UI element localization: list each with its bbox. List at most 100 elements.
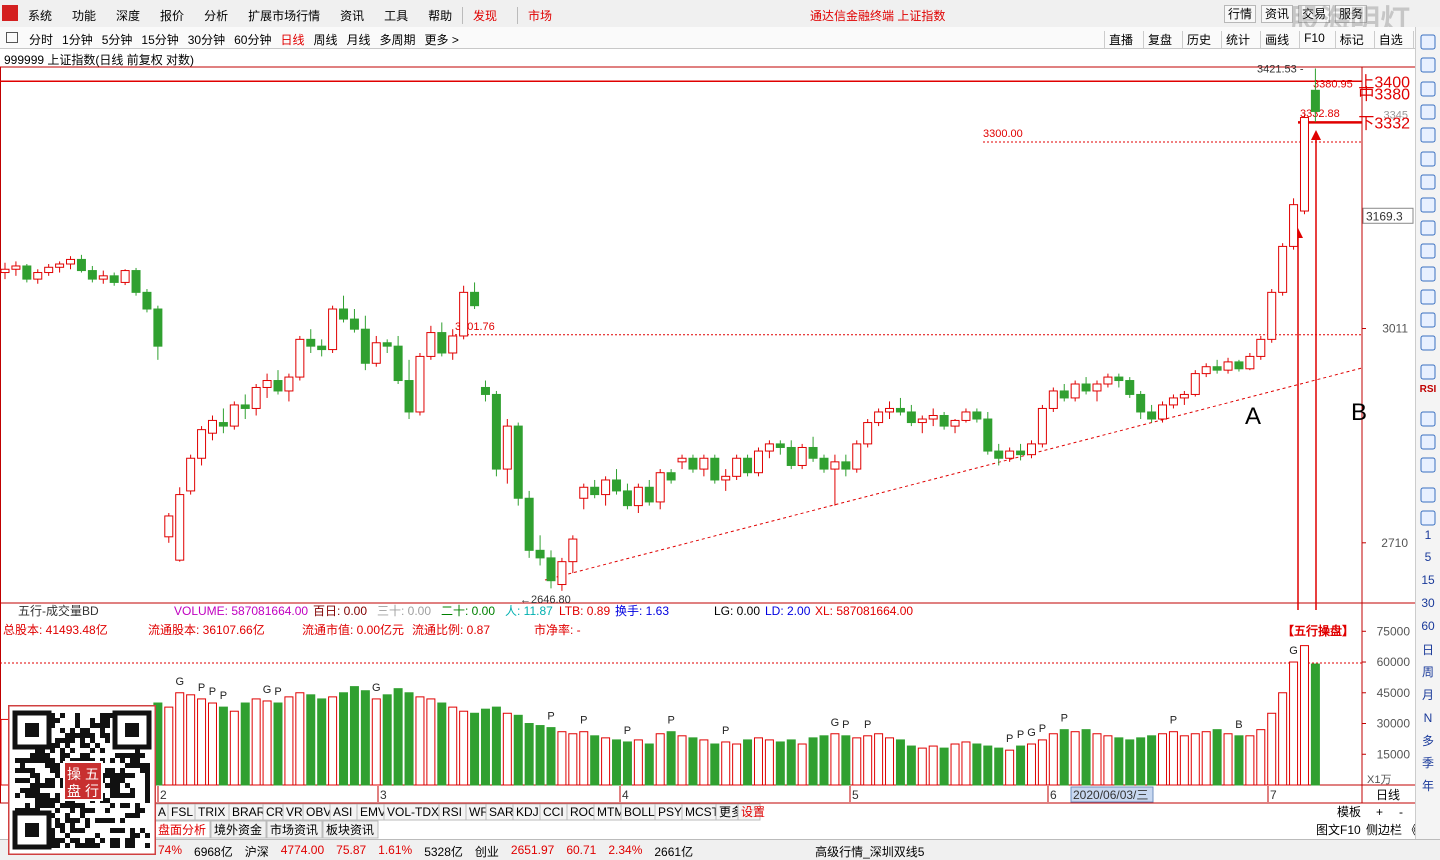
menu-item[interactable]: 工具 (384, 9, 409, 23)
status-item: 高级行情_深圳双线5 (815, 845, 925, 859)
date-box (1070, 786, 1154, 803)
period-tab[interactable]: 30分钟 (187, 33, 226, 47)
menu-tab[interactable]: 发现 (462, 7, 497, 24)
period-tab[interactable]: 日线 (280, 33, 305, 47)
menu-item[interactable]: 帮助 (428, 9, 453, 23)
tool-button[interactable]: 自选 (1373, 31, 1403, 48)
menu-item[interactable]: 深度 (116, 9, 141, 23)
qr-cell (110, 768, 115, 773)
candle-body (677, 457, 687, 463)
volume-marker: P (580, 715, 587, 727)
volume-bar (328, 696, 338, 786)
toggle-icon[interactable] (6, 32, 18, 43)
volume-bar (371, 698, 381, 786)
qr-cell (60, 778, 65, 783)
level-label: 上3400 (1358, 73, 1410, 91)
period-tabs: 分时 1分钟 5分钟 15分钟 30分钟 60分钟 日线 周线 月线 多周期 更多 > (29, 31, 459, 48)
qr-code: 操五盘行 (8, 705, 156, 855)
volume-bar (1310, 663, 1320, 786)
qr-cell (145, 788, 150, 793)
volume-stat: LG: 0.00 (714, 604, 760, 618)
qr-cell (120, 818, 125, 823)
y-tick-label: 60000 (1377, 655, 1411, 669)
qr-cell (15, 758, 20, 763)
qr-cell (65, 813, 70, 818)
qr-cell (130, 828, 135, 833)
qr-cell (65, 843, 70, 848)
volume-bar (1245, 735, 1255, 786)
volume-bar (852, 737, 862, 786)
qr-cell (140, 808, 145, 813)
security-label: 999999 上证指数(日线 前复权 对数) (4, 53, 195, 67)
qr-cell (60, 753, 65, 758)
qr-cell (35, 778, 40, 783)
menu-button[interactable]: 交易 (1298, 5, 1331, 23)
sub-tab-label: 板块资讯 (326, 823, 374, 837)
period-tab[interactable]: 多周期 (379, 33, 416, 47)
menu-tab[interactable]: 市场 (517, 7, 552, 24)
volume-bar (1223, 733, 1233, 786)
sidebar: RSI 1 5 15 30 60 日周月 N 多季年 (1415, 27, 1440, 839)
period-tab[interactable]: 5分钟 (101, 33, 133, 47)
volume-bar (601, 737, 611, 786)
qr-cell (85, 843, 90, 848)
volume-bar (306, 694, 316, 786)
candle-body (775, 443, 785, 448)
tool-button[interactable]: 历史 (1182, 31, 1211, 48)
volume-bar (207, 702, 217, 786)
menu-button[interactable]: 资讯 (1261, 5, 1294, 23)
sidebar-label: N (1424, 711, 1433, 725)
qr-cell (125, 813, 130, 818)
qr-cell (145, 778, 150, 783)
volume-marker: G (831, 717, 840, 729)
axis-mark: 3345 (1384, 109, 1408, 121)
menu-button[interactable]: 行情 (1224, 5, 1257, 23)
tool-button[interactable]: 统计 (1221, 31, 1250, 48)
volume-marker: P (220, 690, 227, 702)
tool-button[interactable]: 画线 (1260, 31, 1289, 48)
candle-body (601, 479, 611, 496)
period-tab[interactable]: 分时 (29, 33, 54, 47)
qr-cell (80, 808, 85, 813)
tool-button[interactable]: 标记 (1334, 31, 1364, 48)
menu-item[interactable]: 报价 (160, 9, 185, 23)
menu-item[interactable]: 系统 (28, 9, 53, 23)
menu-item[interactable]: 分析 (204, 9, 229, 23)
candle-body (524, 497, 534, 551)
qr-cell (135, 753, 140, 758)
volume-bar (502, 712, 512, 786)
tool-button[interactable]: 直播 (1104, 31, 1133, 48)
period-tab[interactable]: 1分钟 (62, 33, 93, 47)
period-tab[interactable]: 周线 (313, 33, 338, 47)
volume-marker: P (842, 719, 849, 731)
qr-cell (75, 843, 80, 848)
volume-marker: P (667, 715, 674, 727)
menu-button[interactable]: 服务 (1335, 5, 1368, 23)
candle-body (612, 479, 622, 492)
menu-item[interactable]: 功能 (72, 9, 97, 23)
qr-cell (95, 723, 100, 728)
status-item: 60.71 (566, 843, 597, 857)
tool-button[interactable]: 复盘 (1143, 31, 1172, 48)
period-tab[interactable]: 15分钟 (141, 33, 179, 47)
candle-body (502, 425, 512, 470)
candle-body (895, 407, 905, 413)
period-tab[interactable]: 月线 (346, 33, 371, 47)
menu-item[interactable]: 扩展市场行情 (248, 9, 321, 23)
qr-cell (105, 733, 110, 738)
period-tab[interactable]: 更多 > (424, 33, 459, 47)
qr-cell (105, 773, 110, 778)
volume-bar (1136, 737, 1146, 786)
period-tab[interactable]: 60分钟 (234, 33, 272, 47)
menu-item[interactable]: 资讯 (340, 9, 365, 23)
qr-cell (45, 798, 50, 803)
volume-bar (262, 700, 272, 786)
candle-body (644, 486, 654, 503)
qr-cell (50, 838, 55, 843)
qr-cell (55, 718, 60, 723)
tool-button[interactable]: F10 (1299, 31, 1325, 48)
qr-cell (55, 768, 60, 773)
candle-body (950, 419, 960, 427)
qr-cell (55, 823, 60, 828)
